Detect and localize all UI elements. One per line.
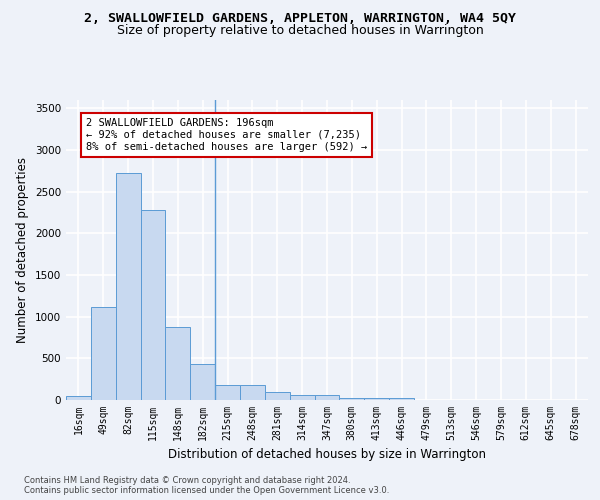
Y-axis label: Number of detached properties: Number of detached properties	[16, 157, 29, 343]
Bar	[314, 396, 340, 400]
Bar	[340, 398, 364, 400]
Bar	[240, 386, 265, 400]
Text: Contains HM Land Registry data © Crown copyright and database right 2024.
Contai: Contains HM Land Registry data © Crown c…	[24, 476, 389, 495]
Text: Size of property relative to detached houses in Warrington: Size of property relative to detached ho…	[116, 24, 484, 37]
Bar	[190, 364, 215, 400]
Bar	[364, 398, 389, 400]
Bar	[389, 398, 414, 400]
Text: 2 SWALLOWFIELD GARDENS: 196sqm
← 92% of detached houses are smaller (7,235)
8% o: 2 SWALLOWFIELD GARDENS: 196sqm ← 92% of …	[86, 118, 367, 152]
X-axis label: Distribution of detached houses by size in Warrington: Distribution of detached houses by size …	[168, 448, 486, 462]
Bar	[66, 396, 91, 400]
Bar	[290, 395, 314, 400]
Bar	[140, 210, 166, 400]
Bar	[91, 306, 116, 400]
Bar	[265, 392, 290, 400]
Bar	[116, 172, 140, 400]
Bar	[166, 326, 190, 400]
Bar	[215, 386, 240, 400]
Text: 2, SWALLOWFIELD GARDENS, APPLETON, WARRINGTON, WA4 5QY: 2, SWALLOWFIELD GARDENS, APPLETON, WARRI…	[84, 12, 516, 26]
